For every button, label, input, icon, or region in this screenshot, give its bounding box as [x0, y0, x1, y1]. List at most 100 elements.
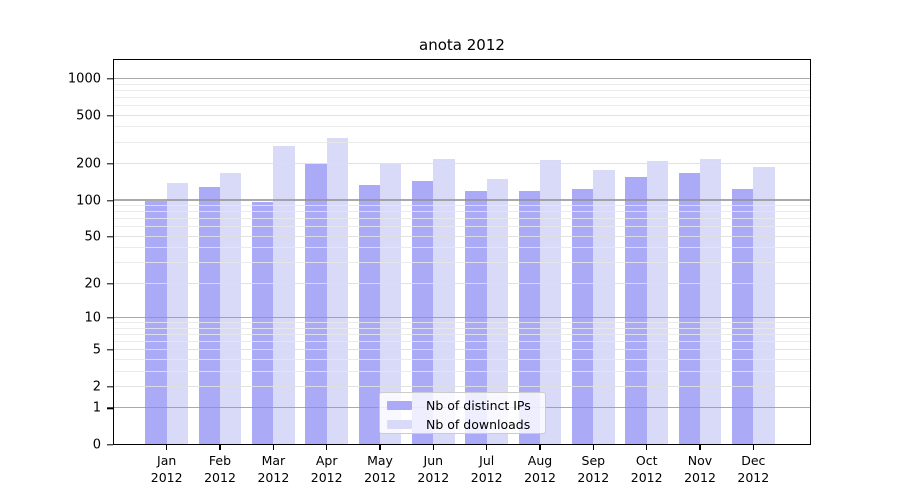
- bar-mar-downloads: [273, 146, 295, 445]
- bar-feb-distinct-ips: [198, 186, 221, 445]
- bar-feb-downloads: [220, 172, 242, 445]
- y-tick-mark-1000: [107, 78, 113, 80]
- gridline-700: [113, 96, 811, 98]
- legend-label-distinct-ips: Nb of distinct IPs: [426, 398, 531, 413]
- x-tick-mark-dec: [752, 445, 754, 450]
- y-tick-mark-100: [107, 199, 113, 202]
- gridline-500: [113, 114, 811, 116]
- y-tick-label-5: 5: [92, 342, 101, 358]
- gridline-300: [113, 141, 811, 143]
- x-tick-year: 2012: [204, 470, 236, 485]
- x-tick-year: 2012: [150, 470, 183, 485]
- x-tick-mark-sep: [592, 445, 594, 450]
- bar-may-distinct-ips: [358, 184, 381, 445]
- bar-oct-downloads: [646, 161, 668, 445]
- gridline-200: [113, 163, 811, 164]
- y-tick-label-200: 200: [76, 156, 101, 172]
- bar-oct-distinct-ips: [625, 177, 647, 445]
- bar-may-downloads: [380, 164, 402, 445]
- x-tick-month: Aug: [527, 453, 553, 468]
- bar-apr-distinct-ips: [305, 164, 327, 445]
- x-tick-label-feb: Feb 2012: [190, 452, 250, 486]
- y-tick-label-20: 20: [84, 276, 101, 292]
- x-tick-label-nov: Nov 2012: [670, 452, 730, 486]
- bar-jul-downloads: [486, 179, 508, 445]
- x-tick-year: 2012: [630, 470, 663, 485]
- bar-apr-downloads: [326, 137, 348, 445]
- x-tick-month: Jul: [479, 453, 495, 468]
- gridline-70: [113, 218, 811, 220]
- x-tick-mark-jan: [166, 445, 168, 450]
- y-tick-label-1: 1: [92, 400, 101, 416]
- x-tick-year: 2012: [577, 470, 610, 485]
- gridline-400: [113, 126, 811, 128]
- gridline-1000: [113, 77, 811, 79]
- x-tick-year: 2012: [737, 470, 770, 485]
- x-tick-month: May: [367, 453, 393, 468]
- x-tick-mark-may: [379, 445, 381, 450]
- bar-sep-downloads: [593, 169, 615, 445]
- x-tick-mark-jun: [432, 445, 434, 450]
- x-tick-label-apr: Apr 2012: [297, 452, 357, 486]
- bar-mar-distinct-ips: [252, 202, 274, 445]
- x-tick-mark-aug: [539, 445, 541, 450]
- gridline-40: [113, 247, 811, 249]
- y-tick-label-1000: 1000: [67, 71, 101, 87]
- y-tick-mark-20: [107, 282, 113, 285]
- gridline-8: [113, 327, 811, 329]
- x-tick-year: 2012: [364, 470, 396, 485]
- gridline-100: [113, 199, 811, 201]
- gridline-3: [113, 370, 811, 372]
- gridline-90: [113, 205, 811, 206]
- y-tick-mark-10: [107, 317, 113, 319]
- x-tick-month: Mar: [261, 453, 286, 468]
- chart-title: anota 2012: [419, 36, 505, 54]
- x-tick-month: Oct: [635, 453, 658, 468]
- x-tick-mark-nov: [699, 445, 701, 450]
- y-tick-label-500: 500: [76, 108, 101, 124]
- x-tick-month: Jan: [157, 453, 177, 468]
- x-tick-label-mar: Mar 2012: [243, 452, 303, 486]
- y-tick-label-10: 10: [84, 310, 101, 326]
- bar-nov-downloads: [700, 159, 722, 445]
- x-tick-label-jul: Jul 2012: [457, 452, 517, 486]
- x-tick-year: 2012: [684, 470, 716, 485]
- x-tick-year: 2012: [470, 470, 503, 485]
- x-tick-month: Dec: [741, 453, 766, 468]
- y-tick-mark-5: [107, 349, 113, 351]
- gridline-800: [113, 89, 811, 91]
- x-tick-label-jun: Jun 2012: [403, 452, 463, 486]
- x-tick-year: 2012: [257, 470, 290, 485]
- x-tick-label-sep: Sep 2012: [563, 452, 623, 486]
- gridline-900: [113, 83, 811, 85]
- gridline-50: [113, 235, 811, 237]
- x-tick-label-oct: Oct 2012: [617, 452, 677, 486]
- x-tick-year: 2012: [417, 470, 450, 485]
- y-tick-mark-1: [107, 407, 113, 409]
- bar-dec-downloads: [753, 166, 775, 445]
- x-tick-month: Sep: [581, 453, 606, 468]
- plot-area: [113, 59, 811, 445]
- legend-row-distinct-ips: Nb of distinct IPs: [387, 396, 545, 415]
- x-tick-month: Jun: [423, 453, 444, 468]
- legend-swatch-distinct-ips-icon: [387, 401, 412, 410]
- x-tick-mark-jul: [486, 445, 488, 450]
- y-tick-mark-500: [107, 114, 113, 117]
- x-tick-month: Feb: [208, 453, 232, 468]
- x-tick-month: Nov: [687, 453, 713, 468]
- legend: Nb of distinct IPs Nb of downloads: [379, 392, 546, 434]
- x-tick-mark-apr: [326, 445, 328, 450]
- x-tick-label-may: May 2012: [350, 452, 410, 486]
- bar-jun-distinct-ips: [412, 180, 434, 445]
- gridline-7: [113, 333, 811, 335]
- gridline-600: [113, 105, 811, 106]
- gridline-6: [113, 340, 811, 342]
- x-tick-year: 2012: [524, 470, 556, 485]
- x-tick-label-aug: Aug 2012: [510, 452, 570, 486]
- x-tick-label-jan: Jan 2012: [137, 452, 197, 486]
- gridline-30: [113, 262, 811, 264]
- gridline-9: [113, 322, 811, 323]
- gridline-60: [113, 226, 811, 228]
- legend-swatch-downloads-icon: [387, 420, 412, 429]
